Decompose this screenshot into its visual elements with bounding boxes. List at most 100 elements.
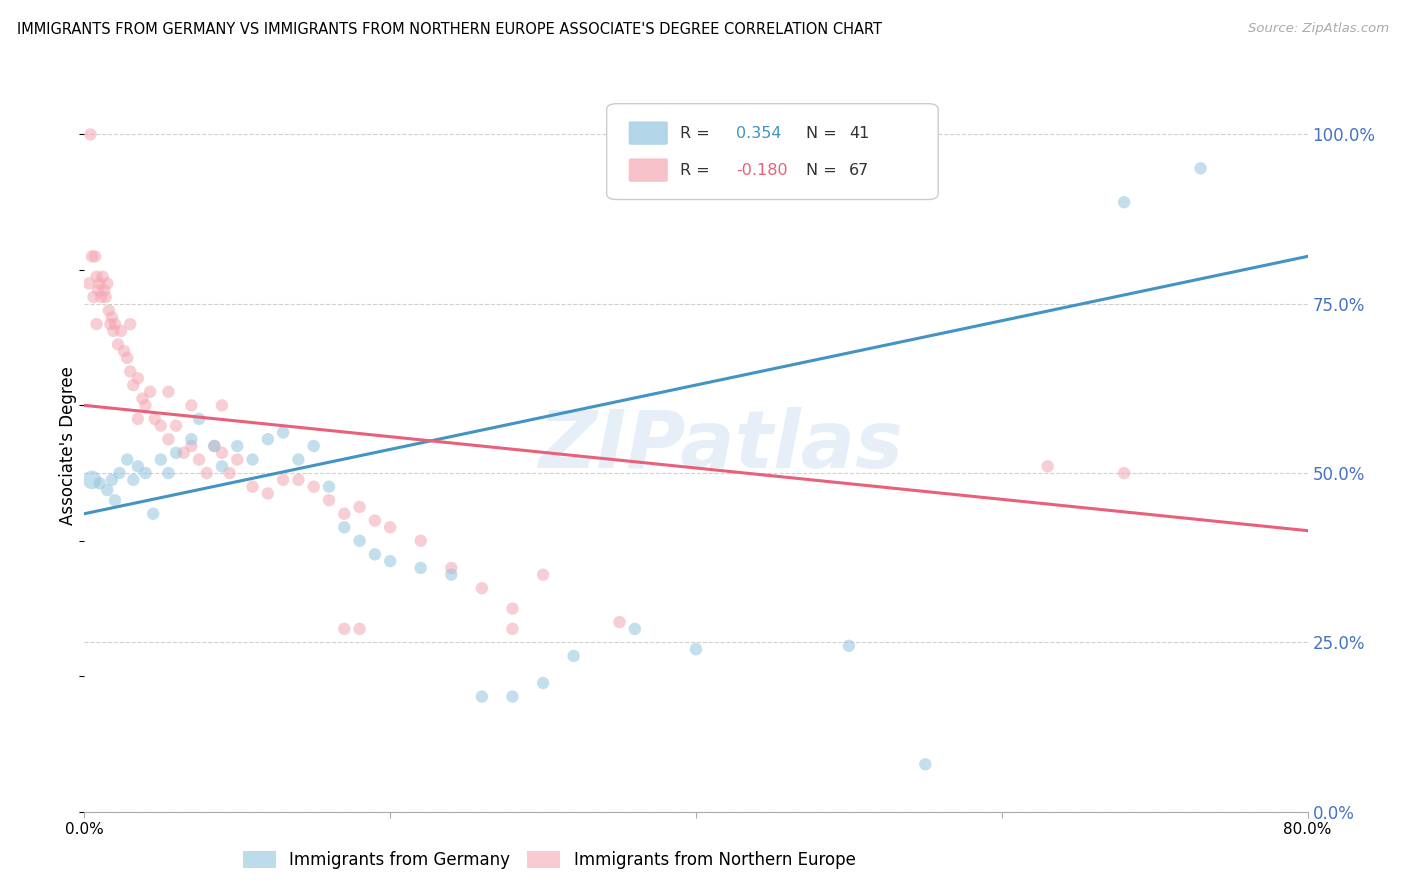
Point	[79, 128, 101, 142]
Text: IMMIGRANTS FROM GERMANY VS IMMIGRANTS FROM NORTHERN EUROPE ASSOCIATE'S DEGREE CO: IMMIGRANTS FROM GERMANY VS IMMIGRANTS FR…	[17, 22, 882, 37]
Point	[914, 757, 936, 772]
Point	[364, 514, 387, 528]
Point	[142, 507, 165, 521]
Point	[104, 317, 127, 331]
Point	[103, 324, 125, 338]
Point	[349, 622, 371, 636]
Point	[110, 324, 132, 338]
Point	[96, 483, 118, 497]
Text: ZIPatlas: ZIPatlas	[538, 407, 903, 485]
Point	[90, 290, 112, 304]
Point	[93, 283, 115, 297]
Point	[173, 446, 195, 460]
Point	[89, 476, 111, 491]
Point	[101, 310, 124, 325]
Point	[409, 533, 432, 548]
Point	[80, 473, 103, 487]
Point	[609, 615, 631, 629]
Point	[1114, 466, 1136, 480]
Point	[409, 561, 432, 575]
Point	[104, 493, 127, 508]
Point	[98, 317, 121, 331]
Text: 67: 67	[849, 162, 869, 178]
Text: 0.354: 0.354	[737, 126, 782, 141]
Point	[180, 432, 202, 446]
Point	[188, 412, 211, 426]
Point	[86, 269, 108, 284]
Point	[257, 432, 280, 446]
Point	[1189, 161, 1212, 176]
Point	[287, 452, 309, 467]
Point	[333, 520, 356, 534]
Point	[318, 493, 340, 508]
Point	[149, 418, 172, 433]
Point	[96, 277, 118, 291]
Point	[149, 452, 172, 467]
Point	[1036, 459, 1059, 474]
Point	[112, 344, 135, 359]
Point	[211, 459, 233, 474]
Point	[195, 466, 218, 480]
Point	[77, 277, 100, 291]
Point	[211, 446, 233, 460]
Point	[131, 392, 153, 406]
Point	[333, 507, 356, 521]
Point	[97, 303, 120, 318]
Point	[271, 425, 294, 440]
Point	[157, 432, 180, 446]
Point	[471, 690, 494, 704]
Point	[562, 648, 585, 663]
Point	[333, 622, 356, 636]
FancyBboxPatch shape	[628, 159, 668, 182]
Point	[165, 418, 187, 433]
Point	[349, 533, 371, 548]
Point	[80, 249, 103, 263]
Point	[180, 398, 202, 412]
Point	[139, 384, 162, 399]
Point	[226, 439, 249, 453]
FancyBboxPatch shape	[628, 121, 668, 145]
FancyBboxPatch shape	[606, 103, 938, 200]
Point	[440, 567, 463, 582]
Point	[157, 466, 180, 480]
Point	[502, 690, 524, 704]
Point	[242, 452, 264, 467]
Point	[287, 473, 309, 487]
Point	[318, 480, 340, 494]
Point	[188, 452, 211, 467]
Point	[83, 290, 105, 304]
Point	[202, 439, 225, 453]
Point	[624, 622, 647, 636]
Point	[120, 364, 142, 378]
Point	[135, 398, 157, 412]
Point	[380, 554, 402, 568]
Point	[101, 473, 124, 487]
Point	[108, 466, 131, 480]
Point	[531, 676, 554, 690]
Point	[115, 452, 138, 467]
Point	[115, 351, 138, 365]
Point	[502, 601, 524, 615]
Point	[135, 466, 157, 480]
Point	[502, 622, 524, 636]
Y-axis label: Associate's Degree: Associate's Degree	[59, 367, 77, 525]
Point	[380, 520, 402, 534]
Point	[120, 317, 142, 331]
Point	[94, 290, 117, 304]
Text: Source: ZipAtlas.com: Source: ZipAtlas.com	[1249, 22, 1389, 36]
Point	[271, 473, 294, 487]
Point	[349, 500, 371, 514]
Text: R =: R =	[681, 162, 710, 178]
Point	[531, 567, 554, 582]
Point	[107, 337, 129, 351]
Point	[89, 277, 111, 291]
Point	[1114, 195, 1136, 210]
Point	[127, 412, 149, 426]
Point	[84, 249, 107, 263]
Point	[685, 642, 707, 657]
Point	[440, 561, 463, 575]
Point	[202, 439, 225, 453]
Text: N =: N =	[806, 162, 837, 178]
Point	[242, 480, 264, 494]
Point	[180, 439, 202, 453]
